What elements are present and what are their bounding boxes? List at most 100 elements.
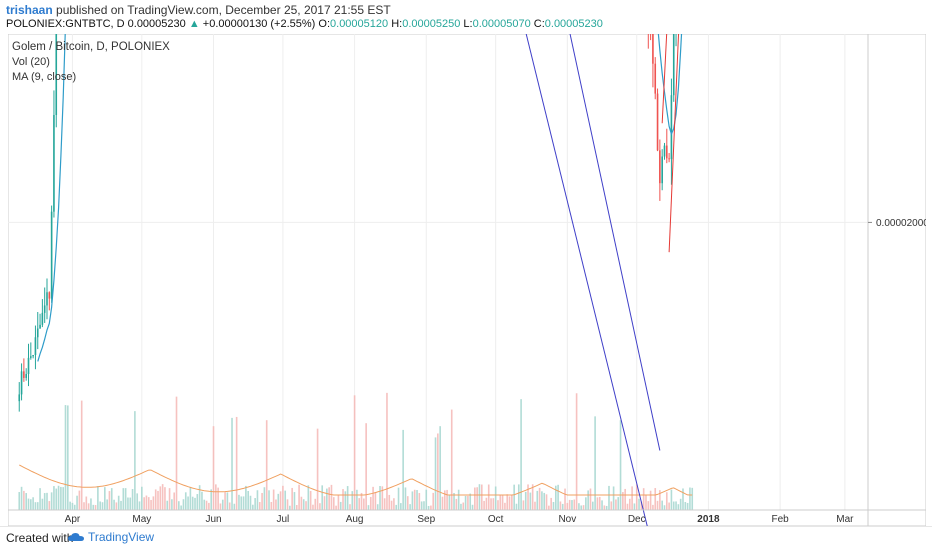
volume-bar: [224, 492, 226, 510]
volume-bar: [335, 505, 337, 510]
author-name[interactable]: trishaan: [6, 3, 53, 17]
volume-bar: [60, 486, 62, 510]
volume-bar: [73, 504, 76, 510]
volume-bar: [448, 495, 451, 510]
volume-bar: [48, 501, 51, 510]
volume-bar: [85, 496, 88, 510]
candle-body: [41, 312, 44, 325]
open-label: O:: [318, 18, 331, 30]
volume-bar: [284, 490, 287, 510]
volume-bar: [171, 499, 173, 510]
volume-bar: [411, 491, 414, 510]
volume-bar: [647, 501, 650, 510]
volume-bar: [104, 487, 106, 510]
volume-bar: [25, 493, 27, 510]
legend-volume[interactable]: Vol (20): [12, 56, 50, 68]
volume-bar: [455, 498, 458, 510]
time-tick-label: May: [132, 514, 151, 525]
volume-bar: [432, 492, 435, 510]
volume-bar: [388, 494, 391, 510]
volume-bar: [372, 486, 374, 510]
volume-bar: [307, 485, 310, 510]
volume-bar: [596, 497, 599, 510]
volume-bar: [115, 502, 118, 510]
candle-body: [23, 371, 25, 378]
volume-bar: [164, 487, 166, 510]
candle-body: [25, 374, 27, 378]
volume-bar: [360, 492, 363, 510]
volume-bar: [679, 498, 682, 510]
price-axis[interactable]: 0.000020000.000040000.000060000.00008000…: [867, 34, 926, 526]
volume-bar: [541, 491, 543, 510]
volume-bar: [663, 505, 666, 510]
legend-ma[interactable]: MA (9, close): [12, 71, 77, 83]
volume-bar: [379, 486, 381, 510]
time-tick-label: Jul: [276, 514, 289, 525]
trend-drawings[interactable]: TARGET: [8, 34, 868, 526]
volume-bar: [485, 497, 488, 510]
candle-body: [36, 328, 39, 338]
volume-bar: [263, 487, 266, 510]
volume-bar: [527, 484, 529, 510]
volume-bar: [610, 501, 613, 510]
volume-bar: [152, 496, 155, 510]
tradingview-brand[interactable]: TradingView: [68, 530, 154, 544]
volume-bar: [277, 493, 280, 510]
volume-bar: [143, 497, 145, 510]
volume-bar: [159, 486, 162, 510]
volume-bar: [624, 488, 626, 510]
price-chart[interactable]: TARGET 0.000020000.000040000.000060000.0…: [8, 34, 926, 526]
volume-bar: [638, 498, 640, 510]
publish-text: published on TradingView.com, December 2…: [56, 3, 391, 17]
volume-bar: [228, 502, 231, 510]
volume-bar: [552, 501, 555, 510]
candle-body: [27, 357, 30, 375]
volume-bar: [677, 504, 680, 510]
volume-bar: [548, 505, 550, 510]
high-label: H:: [391, 18, 403, 30]
volume-bar: [99, 501, 102, 510]
volume-bar: [626, 503, 629, 510]
volume-bar: [323, 496, 326, 510]
volume-bar: [293, 492, 296, 510]
volume-bar: [622, 492, 624, 510]
volume-bar: [34, 502, 37, 510]
open-value: 0.00005120: [330, 18, 389, 30]
volume-bar: [531, 484, 534, 510]
volume-bar: [353, 395, 356, 510]
volume-bar: [467, 495, 469, 510]
volume-bar: [182, 499, 185, 510]
volume-bar: [221, 499, 224, 510]
volume-bar: [413, 489, 416, 510]
channel-line: [569, 34, 661, 451]
volume-bar: [346, 486, 349, 510]
volume-bar: [617, 497, 620, 510]
volume-bar: [520, 399, 522, 510]
volume-bar: [124, 488, 127, 510]
volume-bar: [652, 504, 654, 510]
volume-bar: [499, 494, 502, 510]
time-axis[interactable]: Apr May Jun Jul Aug Sep Oct Nov Dec 2018 Feb Mar: [8, 509, 926, 525]
low-value: 0.00005070: [472, 18, 531, 30]
volume-bar: [691, 487, 694, 510]
volume-bar: [328, 487, 330, 510]
time-tick-label: Sep: [417, 514, 435, 525]
volume-bar: [43, 493, 46, 510]
volume-bar: [659, 490, 661, 510]
symbol-name[interactable]: POLONIEX:GNTBTC, D: [6, 18, 125, 30]
volume-bar: [203, 499, 206, 510]
volume-bar: [189, 487, 192, 510]
volume-bar: [53, 486, 55, 510]
volume-bar: [319, 503, 321, 510]
volume-bar: [127, 497, 129, 510]
volume-bar: [457, 489, 460, 510]
volume-bars: [18, 392, 694, 510]
volume-bar: [418, 493, 421, 510]
volume-bar: [661, 500, 663, 510]
volume-bar: [217, 487, 219, 510]
volume-bar: [147, 497, 150, 510]
volume-bar: [420, 501, 423, 510]
volume-bar: [580, 505, 583, 510]
volume-bar: [161, 484, 164, 510]
volume-bar: [427, 505, 430, 510]
